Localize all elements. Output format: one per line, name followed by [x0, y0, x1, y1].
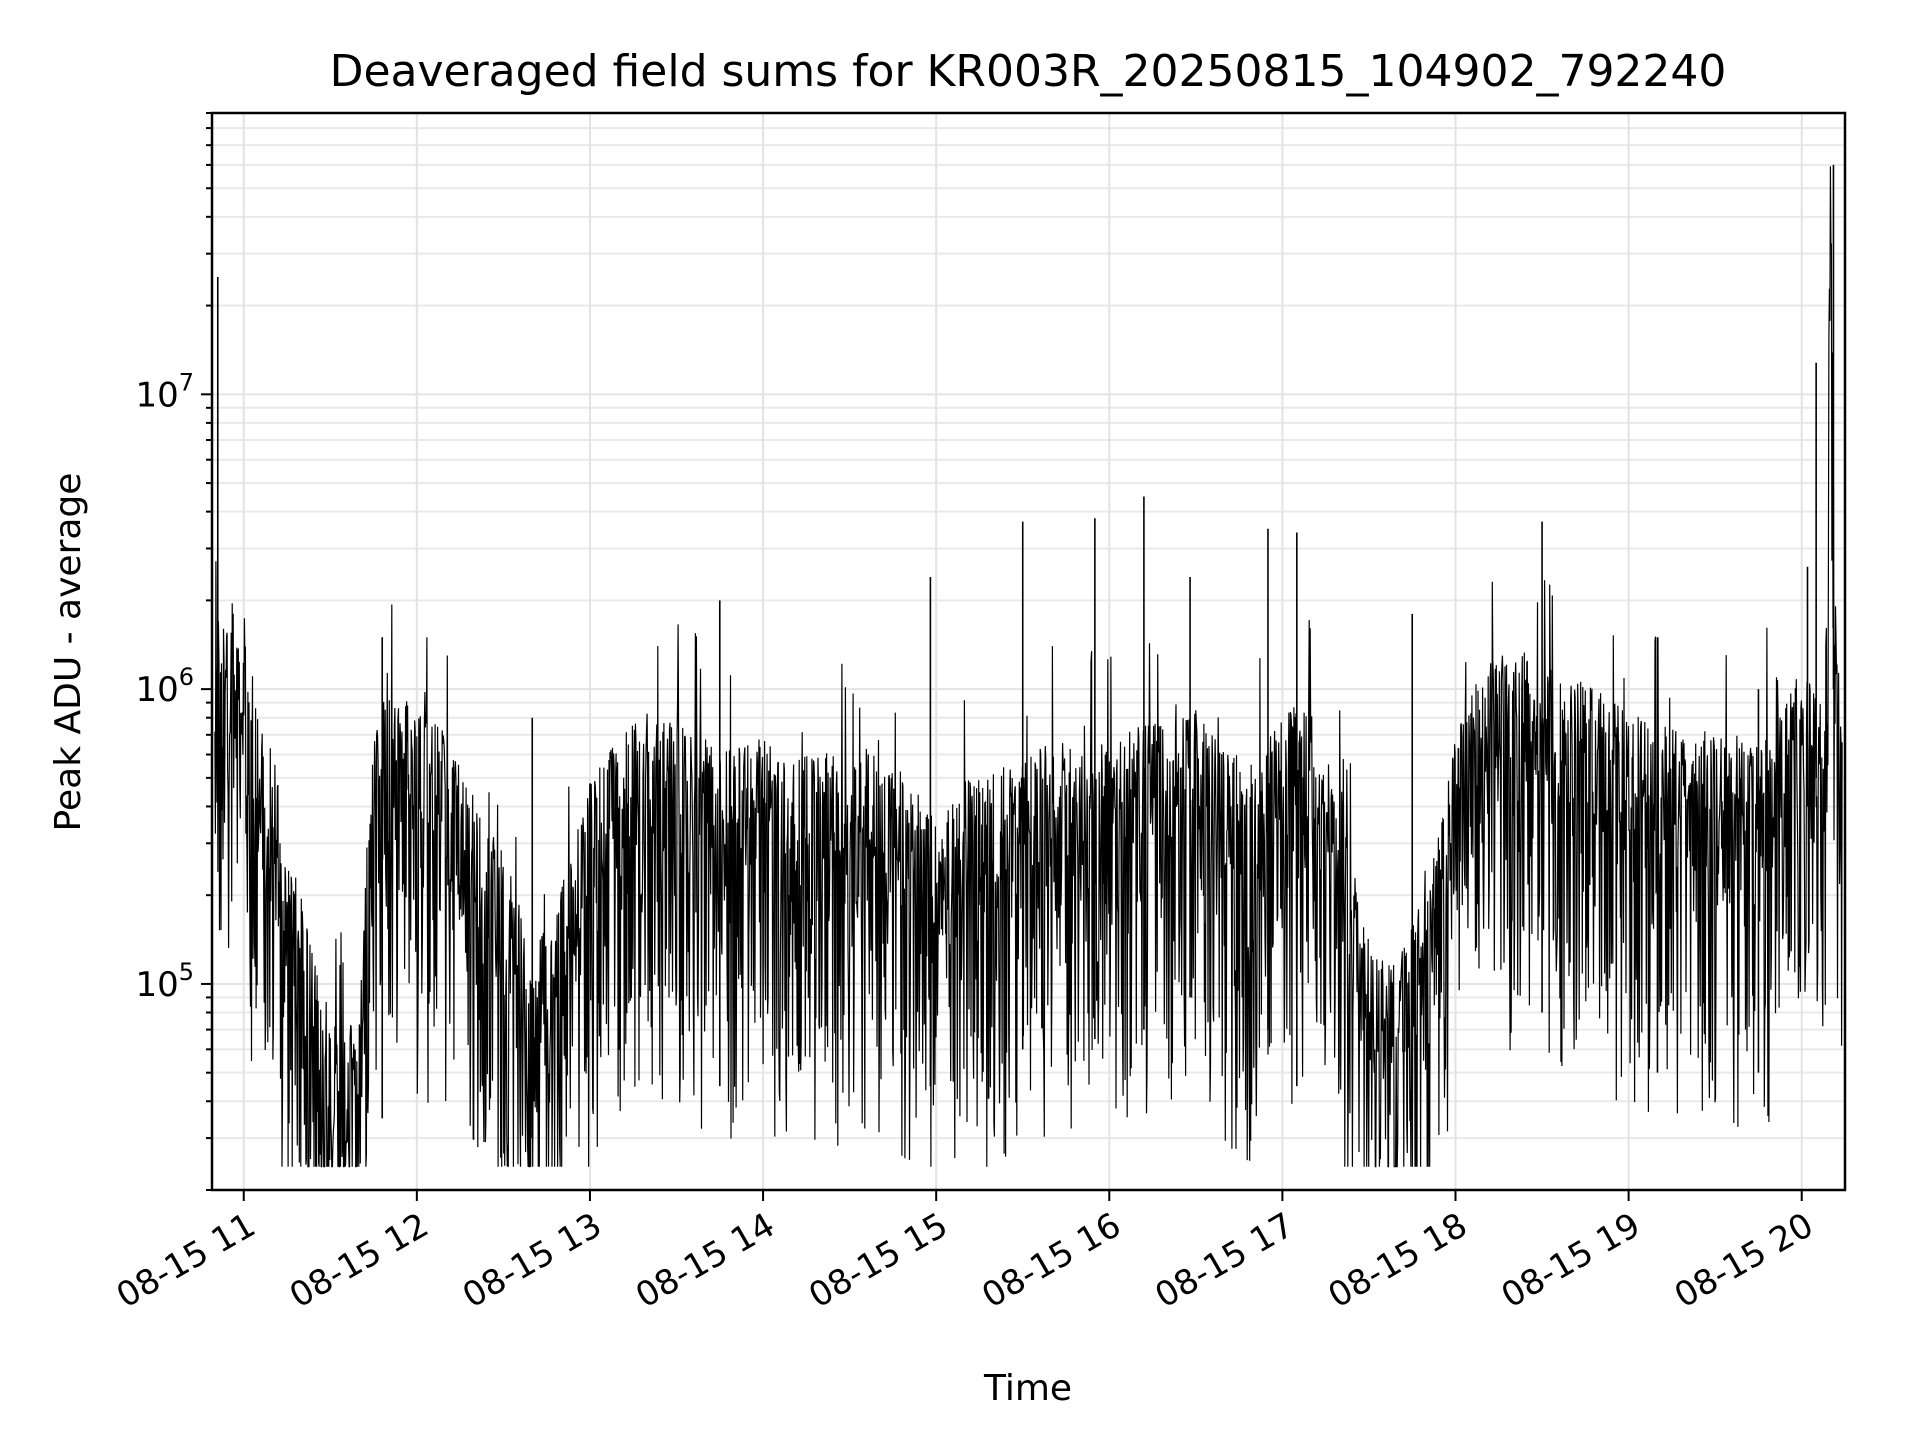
y-ticks: 105 106 107	[135, 112, 212, 1191]
series-group	[214, 164, 1843, 1168]
y-tick-label: 106	[135, 663, 194, 710]
series-line	[214, 166, 1843, 1168]
x-axis-label: Time	[983, 1368, 1072, 1409]
y-axis-label: Peak ADU - average	[48, 473, 89, 832]
chart-title: Deaveraged field sums for KR003R_2025081…	[330, 46, 1727, 97]
y-tick-label: 105	[135, 958, 194, 1005]
y-tick-label: 107	[135, 368, 194, 415]
plot-frame	[210, 111, 1847, 1192]
